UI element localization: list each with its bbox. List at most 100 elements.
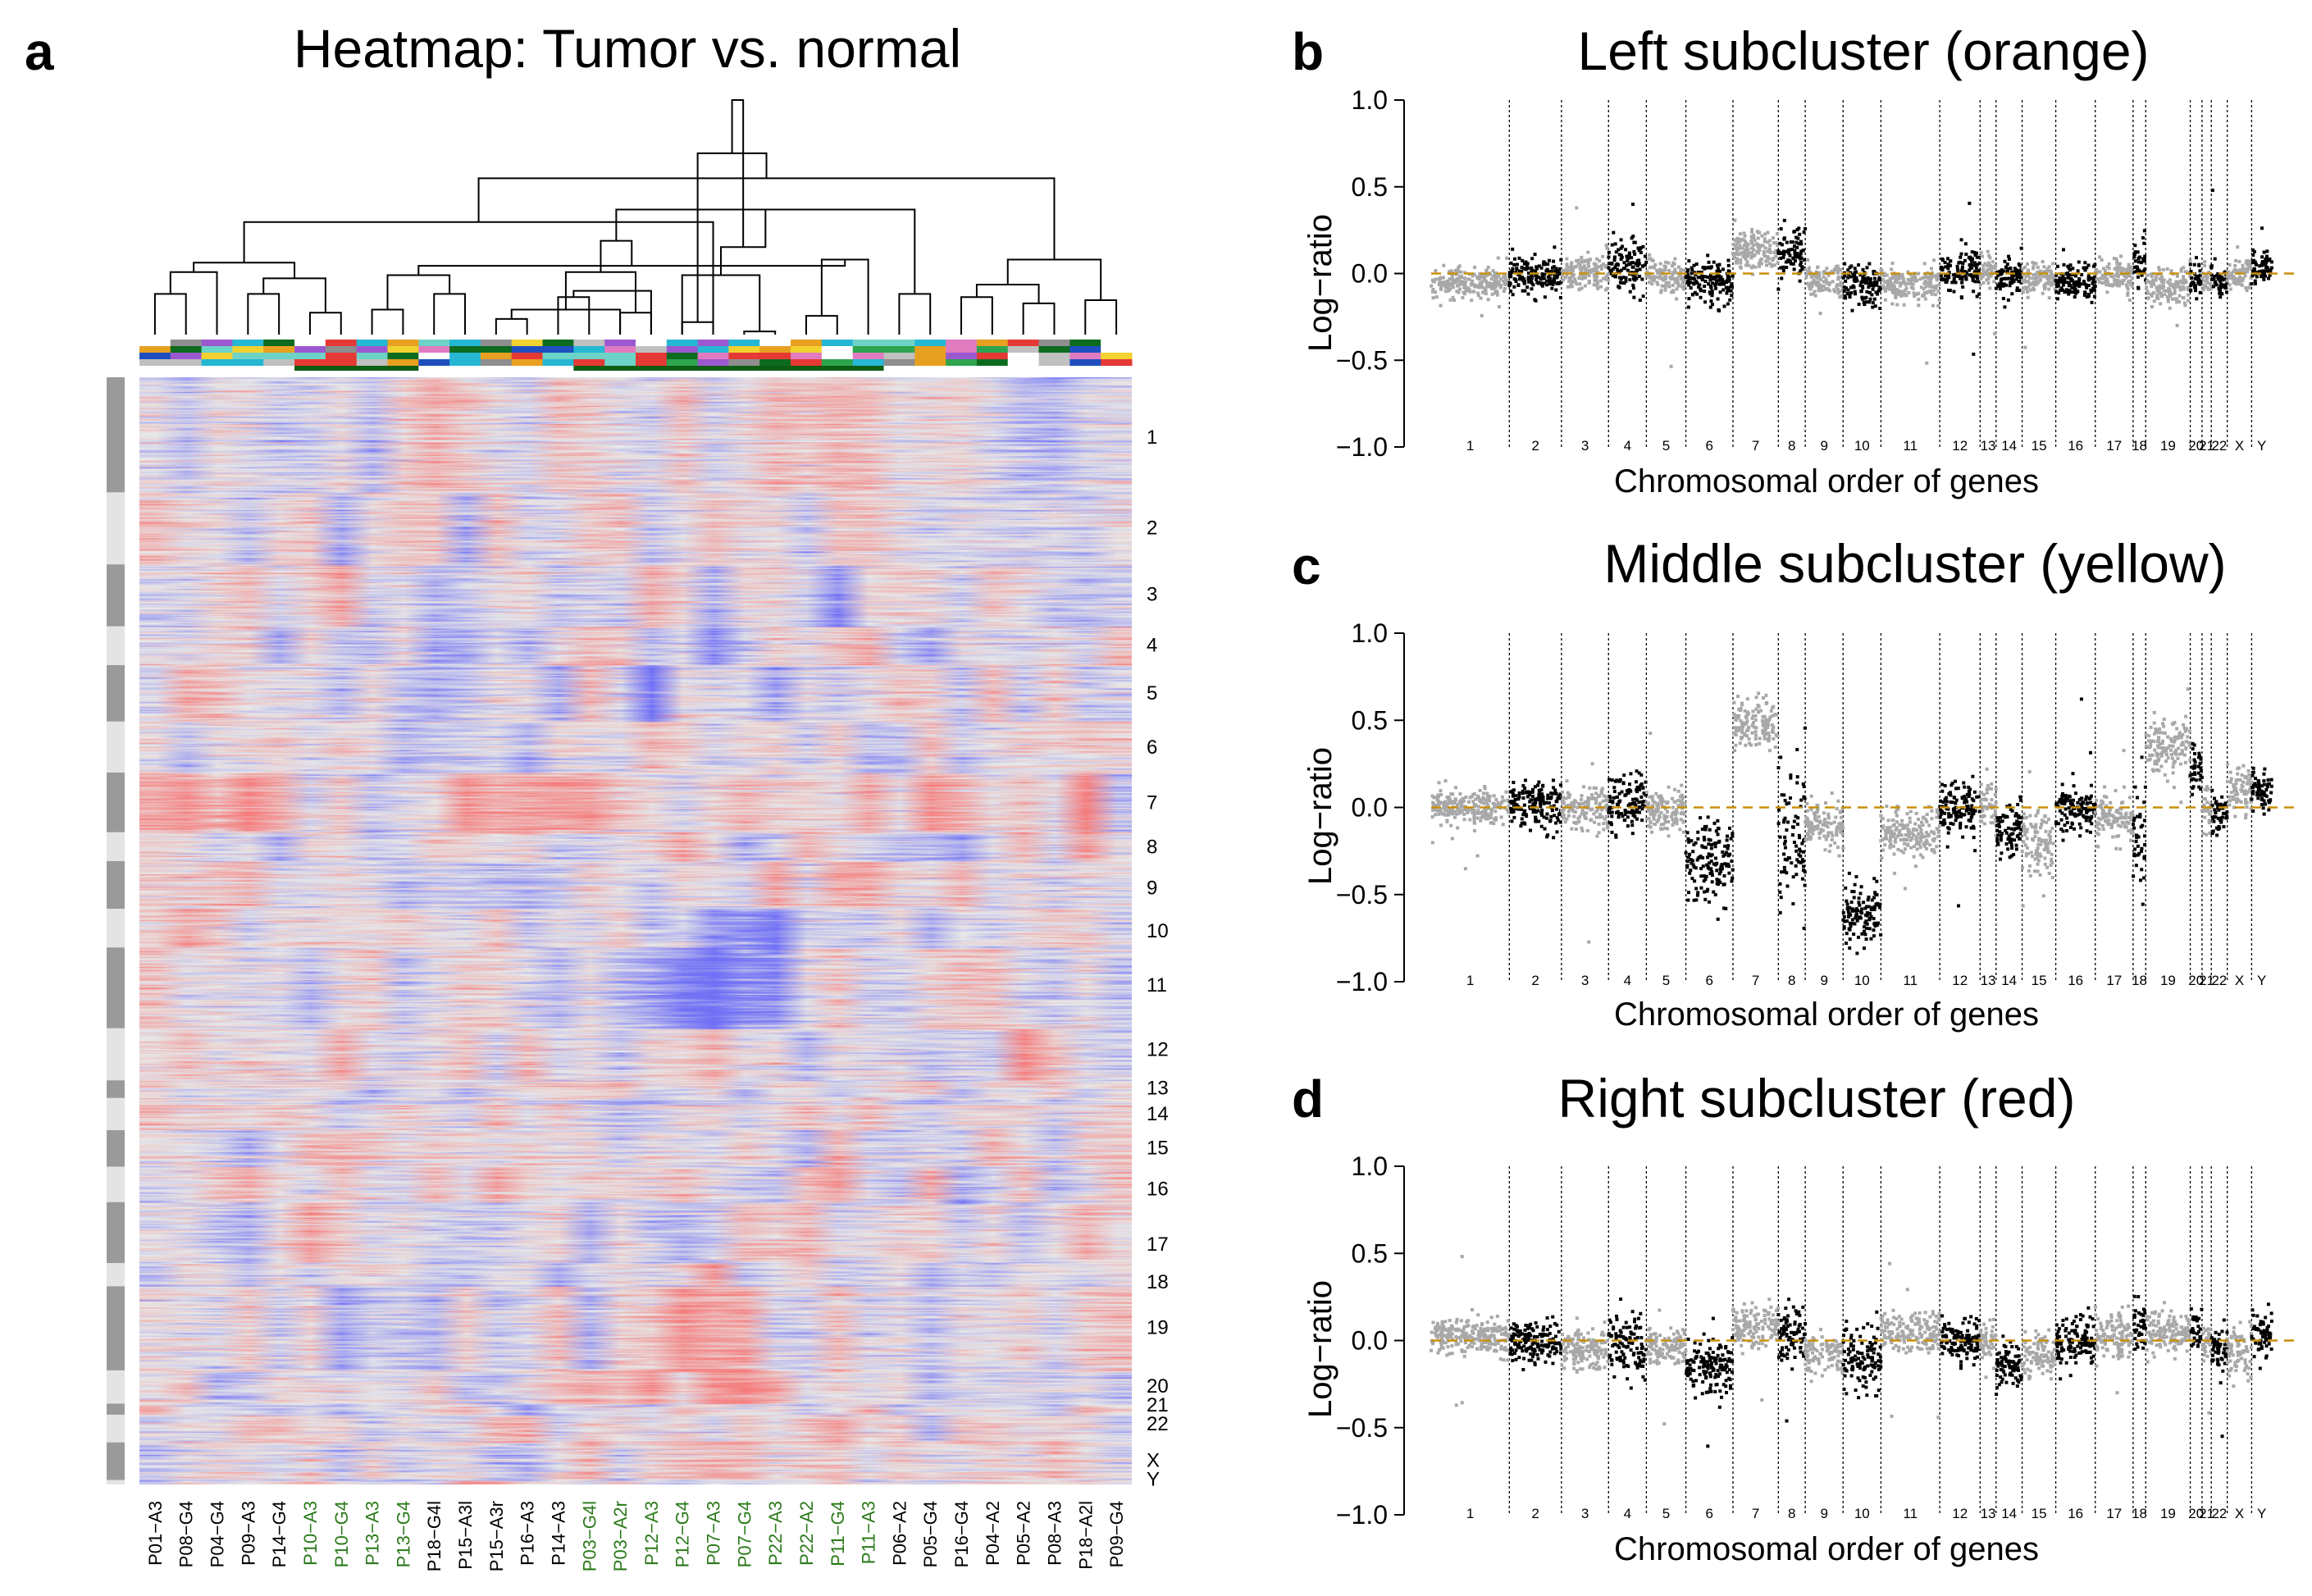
data-point (1466, 807, 1471, 811)
data-point (1776, 287, 1781, 291)
data-point (1804, 818, 1808, 822)
data-point (1853, 882, 1857, 887)
data-point (1747, 741, 1751, 746)
data-point (1756, 704, 1760, 708)
data-point (2157, 291, 2161, 295)
data-point (2162, 285, 2166, 289)
data-point (1631, 265, 1635, 269)
data-point (2205, 280, 2209, 285)
data-point (1894, 836, 1898, 840)
data-point (2209, 287, 2213, 291)
data-point (1598, 279, 1603, 283)
data-point (2090, 814, 2094, 819)
data-point (1899, 833, 1904, 837)
data-point (2071, 267, 2075, 271)
sample-color-cell (636, 340, 668, 346)
data-point (1871, 301, 1875, 305)
data-point (1907, 290, 1911, 294)
data-point (2041, 894, 2045, 898)
data-point (1491, 269, 1495, 273)
data-point (1981, 797, 1986, 801)
data-point (1941, 823, 1945, 827)
data-point (1826, 821, 1830, 825)
data-point (2027, 280, 2031, 284)
data-point (1891, 289, 1895, 293)
data-point (1456, 270, 1460, 274)
data-point (1830, 791, 1834, 796)
data-point (1738, 244, 1742, 248)
data-point (1858, 916, 1863, 920)
data-point (1476, 809, 1480, 813)
data-point (1562, 796, 1566, 800)
data-point (1972, 250, 1977, 254)
data-point (1630, 261, 1635, 265)
data-point (1753, 239, 1757, 243)
data-point (1922, 842, 1926, 846)
data-point (1548, 796, 1553, 800)
data-point (1949, 783, 1954, 787)
data-point (1654, 791, 1658, 796)
data-point (1768, 715, 1772, 719)
data-point (1728, 852, 1732, 856)
data-point (1667, 785, 1671, 789)
data-point (2124, 276, 2128, 280)
data-point (2089, 800, 2093, 805)
data-point (1601, 799, 1605, 803)
data-point (1471, 792, 1475, 796)
data-point (1732, 732, 1736, 736)
data-point (1512, 807, 1516, 811)
data-point (2119, 254, 2123, 258)
data-point (1915, 847, 1919, 851)
data-point (1996, 284, 2000, 288)
data-point (1655, 280, 1659, 285)
data-point (1844, 296, 1848, 300)
sample-color-cell (666, 340, 699, 346)
data-point (1865, 922, 1869, 926)
data-point (1980, 254, 1984, 258)
data-point (2062, 262, 2066, 267)
data-point (1730, 879, 1734, 883)
data-point (2019, 246, 2023, 250)
data-point (1887, 284, 1891, 288)
data-point (1811, 292, 1815, 296)
data-point (1602, 828, 1606, 832)
data-point (1987, 802, 1991, 806)
data-point (2068, 276, 2073, 280)
data-point (1885, 805, 1889, 809)
data-point (1888, 844, 1892, 848)
data-point (1928, 289, 1932, 293)
data-point (1459, 280, 1463, 284)
data-point (1738, 741, 1742, 746)
data-point (1695, 292, 1699, 296)
data-point (2253, 260, 2257, 264)
data-point (1552, 259, 1556, 263)
data-point (2067, 266, 2071, 270)
data-point (2221, 278, 2225, 282)
data-point (1669, 814, 1673, 819)
data-point (1808, 828, 1812, 832)
data-point (1692, 842, 1696, 846)
data-point (1976, 276, 1980, 280)
data-point (2150, 294, 2154, 298)
data-point (1685, 831, 1690, 835)
data-point (1639, 246, 1643, 250)
data-point (1598, 265, 1603, 269)
data-point (1612, 255, 1617, 259)
data-point (1647, 816, 1651, 820)
data-point (2181, 285, 2185, 290)
sample-color-cell (759, 353, 791, 359)
data-point (1534, 265, 1539, 269)
data-point (1754, 695, 1758, 700)
data-point (2188, 288, 2192, 292)
data-point (1638, 274, 1642, 278)
data-point (1696, 837, 1700, 841)
data-point (1867, 895, 1871, 899)
data-point (2086, 284, 2091, 288)
data-point (1933, 293, 1937, 297)
data-point (1835, 832, 1839, 836)
data-point (1996, 819, 2000, 823)
data-point (2022, 812, 2026, 816)
data-point (1640, 277, 1644, 281)
data-point (2045, 844, 2050, 848)
data-point (2226, 270, 2230, 274)
